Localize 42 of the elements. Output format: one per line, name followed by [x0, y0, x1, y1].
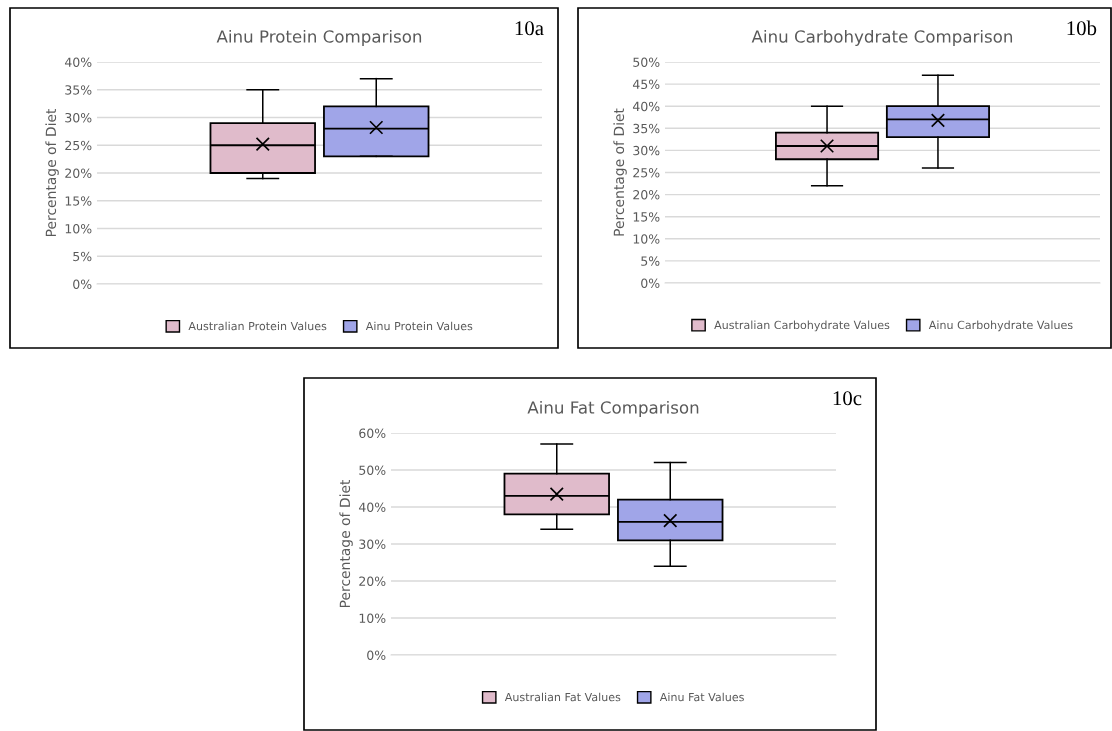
y-tick-label: 30%	[359, 539, 386, 549]
y-tick-label: 25%	[65, 140, 92, 151]
y-tick-label: 15%	[65, 196, 92, 206]
y-tick-label: 0%	[73, 279, 92, 289]
y-tick-label: 30%	[633, 145, 660, 156]
y-axis-title: Percentage of Diet	[45, 108, 59, 237]
text: 10a	[515, 21, 544, 36]
y-tick-label: 50%	[359, 465, 386, 475]
y-tick-label: 50%	[633, 57, 660, 67]
y-tick-label: 30%	[65, 112, 92, 123]
y-tick-label: 5%	[641, 256, 660, 266]
y-tick-label: 40%	[64, 57, 92, 67]
legend-label: Ainu Protein Values	[365, 321, 473, 331]
y-tick-label: 35%	[633, 123, 660, 134]
legend-label: Australian Fat Values	[504, 692, 621, 702]
legend-label: Ainu Carbohydrate Values	[928, 320, 1073, 332]
y-tick-label: 20%	[633, 190, 660, 200]
y-tick-label: 0%	[367, 650, 386, 660]
y-tick-label: 35%	[65, 85, 92, 95]
y-tick-label: 60%	[359, 428, 386, 438]
legend-label: Australian Carbohydrate Values	[714, 320, 890, 332]
y-tick-label: 40%	[632, 101, 660, 112]
text: 10c	[833, 391, 862, 406]
chart-title: Ainu Carbohydrate Comparison	[751, 29, 1013, 47]
y-tick-label: 10%	[359, 613, 386, 623]
y-tick-label: 0%	[641, 278, 660, 288]
y-tick-label: 15%	[633, 212, 660, 222]
y-tick-label: 20%	[359, 576, 386, 586]
text: 10b	[1067, 20, 1097, 36]
y-tick-label: 10%	[65, 223, 92, 234]
y-axis-title: Percentage of Diet	[613, 108, 627, 236]
y-tick-label: 10%	[633, 234, 660, 244]
y-tick-label: 5%	[73, 251, 92, 262]
y-tick-label: 40%	[358, 502, 386, 512]
chart-title: Ainu Protein Comparison	[216, 29, 422, 47]
legend-label: Australian Protein Values	[188, 321, 327, 331]
y-tick-label: 45%	[632, 79, 660, 90]
y-tick-label: 25%	[633, 167, 660, 178]
y-tick-label: 20%	[65, 168, 92, 178]
y-axis-title: Percentage of Diet	[339, 479, 353, 608]
legend-label: Ainu Fat Values	[659, 692, 744, 702]
chart-title: Ainu Fat Comparison	[527, 400, 699, 418]
